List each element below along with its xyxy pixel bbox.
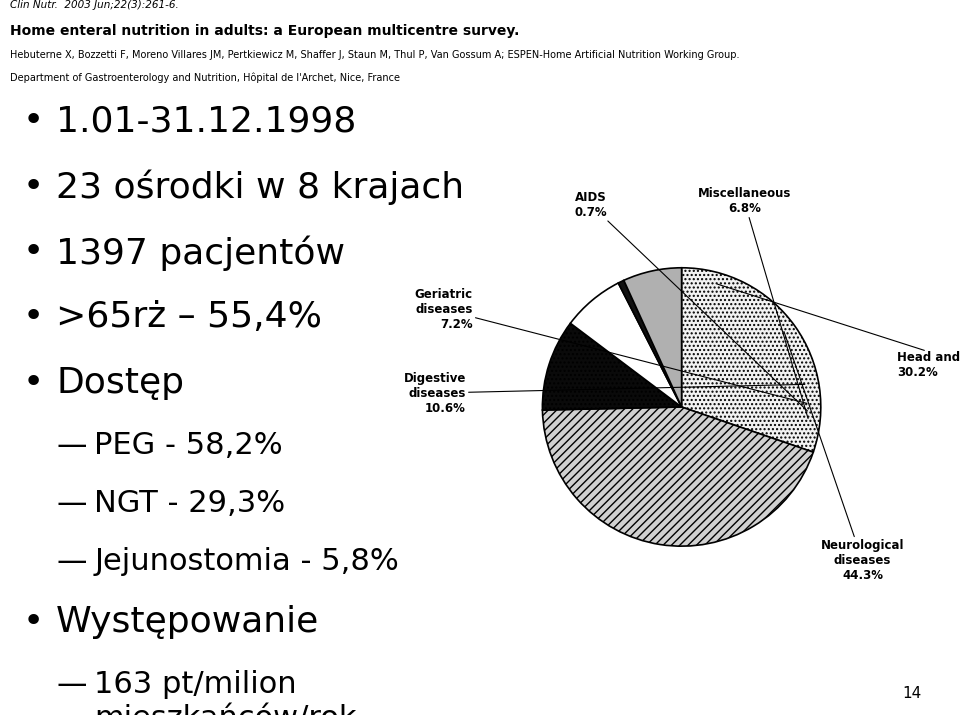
Text: >65rż – 55,4%: >65rż – 55,4%	[56, 300, 322, 335]
Text: Hebuterne X, Bozzetti F, Moreno Villares JM, Pertkiewicz M, Shaffer J, Staun M, : Hebuterne X, Bozzetti F, Moreno Villares…	[10, 50, 739, 60]
Text: Dostęp: Dostęp	[56, 365, 184, 400]
Text: —: —	[56, 547, 86, 576]
Wedge shape	[624, 268, 682, 407]
Text: •: •	[22, 104, 43, 139]
Wedge shape	[618, 280, 682, 407]
Text: Department of Gastroenterology and Nutrition, Hôpital de l'Archet, Nice, France: Department of Gastroenterology and Nutri…	[10, 72, 399, 82]
Text: —: —	[56, 670, 86, 699]
Text: •: •	[22, 235, 43, 269]
Text: Jejunostomia - 5,8%: Jejunostomia - 5,8%	[94, 547, 398, 576]
Text: Clin Nutr.  2003 Jun;22(3):261-6.: Clin Nutr. 2003 Jun;22(3):261-6.	[10, 0, 179, 10]
Text: •: •	[22, 605, 43, 638]
Text: Występowanie: Występowanie	[56, 605, 320, 638]
Text: Neurological
diseases
44.3%: Neurological diseases 44.3%	[784, 331, 904, 582]
Text: AIDS
0.7%: AIDS 0.7%	[575, 191, 807, 411]
Text: Geriatric
diseases
7.2%: Geriatric diseases 7.2%	[415, 288, 807, 403]
Wedge shape	[542, 323, 682, 410]
Text: 1.01-31.12.1998: 1.01-31.12.1998	[56, 104, 356, 139]
Text: Home enteral nutrition in adults: a European multicentre survey.: Home enteral nutrition in adults: a Euro…	[10, 24, 519, 38]
Text: —: —	[56, 431, 86, 460]
Text: •: •	[22, 300, 43, 335]
Wedge shape	[570, 283, 682, 407]
Text: 23 ośrodki w 8 krajach: 23 ośrodki w 8 krajach	[56, 169, 465, 205]
Text: Miscellaneous
6.8%: Miscellaneous 6.8%	[698, 187, 808, 418]
Wedge shape	[682, 268, 821, 452]
Text: 1397 pacjentów: 1397 pacjentów	[56, 235, 345, 270]
Text: Digestive
diseases
10.6%: Digestive diseases 10.6%	[403, 372, 804, 415]
Wedge shape	[542, 407, 813, 546]
Text: PEG - 58,2%: PEG - 58,2%	[94, 431, 282, 460]
Text: —: —	[56, 489, 86, 518]
Text: 163 pt/milion
mieszkańców/rok: 163 pt/milion mieszkańców/rok	[94, 670, 356, 715]
Text: 14: 14	[902, 686, 922, 701]
Text: Head and neck cancer
30.2%: Head and neck cancer 30.2%	[718, 284, 960, 379]
Text: NGT - 29,3%: NGT - 29,3%	[94, 489, 285, 518]
Text: •: •	[22, 169, 43, 204]
Text: •: •	[22, 365, 43, 400]
